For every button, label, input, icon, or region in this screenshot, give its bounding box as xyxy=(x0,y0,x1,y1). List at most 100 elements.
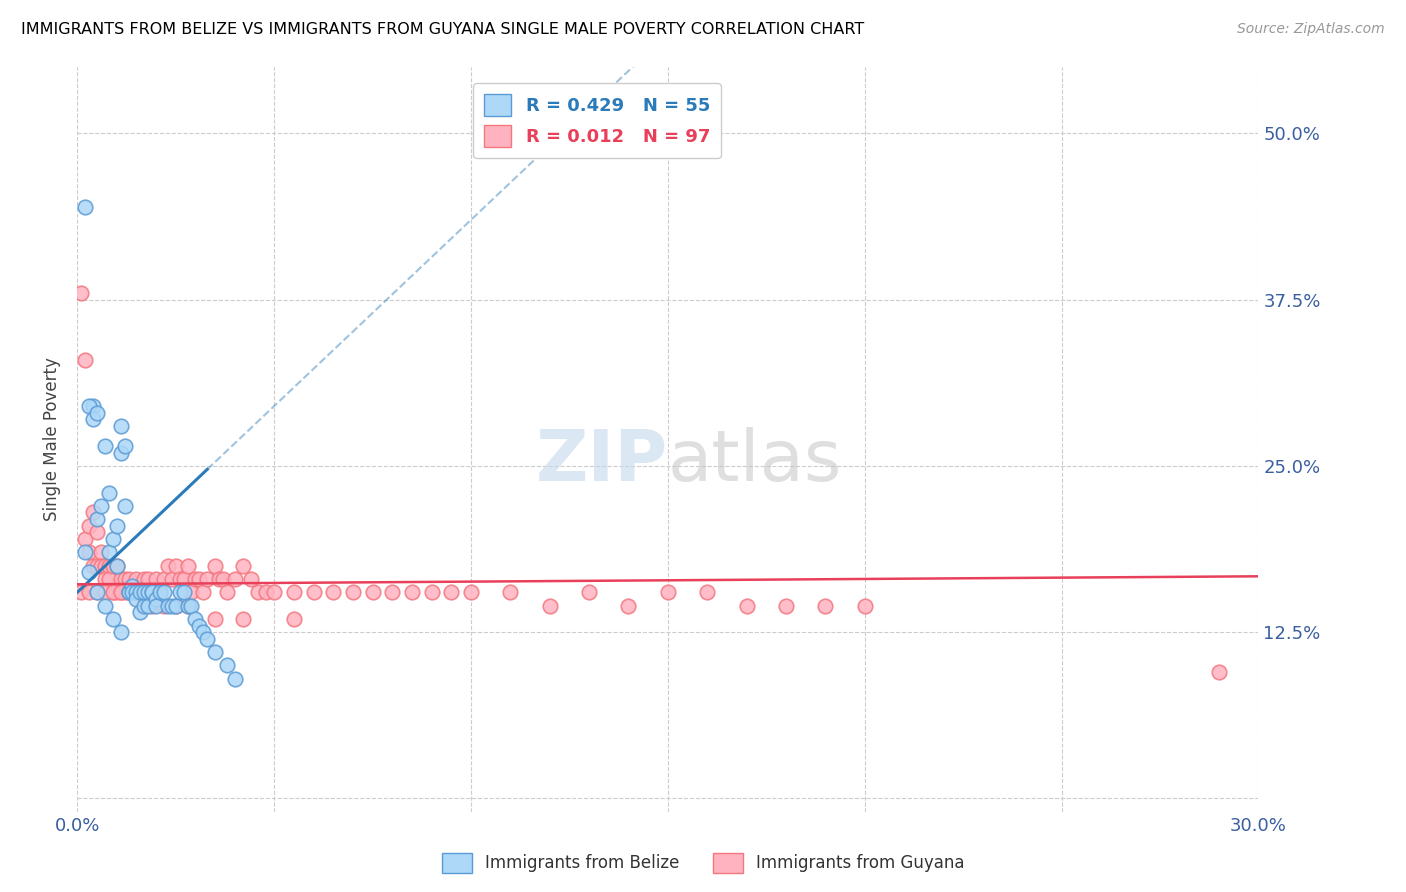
Point xyxy=(153,585,176,599)
Point xyxy=(141,599,163,613)
Point xyxy=(153,599,176,613)
Point xyxy=(460,585,482,599)
Y-axis label: Single Male Poverty: Single Male Poverty xyxy=(44,358,62,521)
Point xyxy=(105,518,128,533)
Point xyxy=(77,585,100,599)
Point xyxy=(204,558,226,573)
Point xyxy=(169,572,191,586)
Point xyxy=(94,585,117,599)
Point xyxy=(90,558,112,573)
Point xyxy=(82,399,104,413)
Point xyxy=(145,572,167,586)
Point xyxy=(125,585,148,599)
Point xyxy=(136,585,159,599)
Point xyxy=(77,399,100,413)
Point xyxy=(141,585,163,599)
Point xyxy=(215,585,238,599)
Point xyxy=(193,625,215,640)
Text: Source: ZipAtlas.com: Source: ZipAtlas.com xyxy=(1237,22,1385,37)
Point xyxy=(141,585,163,599)
Point xyxy=(247,585,270,599)
Point xyxy=(195,572,218,586)
Point xyxy=(735,599,758,613)
Point xyxy=(101,612,124,626)
Point xyxy=(77,518,100,533)
Point xyxy=(814,599,837,613)
Point xyxy=(97,558,120,573)
Point xyxy=(578,585,600,599)
Point xyxy=(239,572,262,586)
Point xyxy=(114,585,136,599)
Point xyxy=(361,585,384,599)
Point xyxy=(86,585,108,599)
Point xyxy=(145,585,167,599)
Legend: Immigrants from Belize, Immigrants from Guyana: Immigrants from Belize, Immigrants from … xyxy=(434,847,972,880)
Point xyxy=(129,585,152,599)
Point xyxy=(165,558,187,573)
Point xyxy=(224,572,246,586)
Point xyxy=(160,572,183,586)
Point xyxy=(381,585,404,599)
Point xyxy=(204,645,226,659)
Point xyxy=(101,585,124,599)
Point xyxy=(136,599,159,613)
Point xyxy=(129,585,152,599)
Point xyxy=(90,545,112,559)
Point xyxy=(401,585,423,599)
Point xyxy=(775,599,797,613)
Point xyxy=(121,585,143,599)
Point xyxy=(188,618,211,632)
Point xyxy=(263,585,285,599)
Point xyxy=(125,591,148,606)
Point xyxy=(153,572,176,586)
Point xyxy=(176,558,198,573)
Point xyxy=(114,499,136,513)
Point xyxy=(86,585,108,599)
Point xyxy=(141,585,163,599)
Point xyxy=(180,599,202,613)
Point xyxy=(184,572,207,586)
Point xyxy=(136,572,159,586)
Point xyxy=(302,585,325,599)
Point xyxy=(82,558,104,573)
Point xyxy=(440,585,463,599)
Point xyxy=(420,585,443,599)
Point xyxy=(254,585,277,599)
Point xyxy=(134,585,156,599)
Text: atlas: atlas xyxy=(668,427,842,496)
Point xyxy=(173,572,195,586)
Point xyxy=(208,572,231,586)
Point xyxy=(86,558,108,573)
Point xyxy=(657,585,679,599)
Point xyxy=(322,585,344,599)
Point xyxy=(110,585,132,599)
Point xyxy=(134,585,156,599)
Point xyxy=(101,585,124,599)
Point xyxy=(117,585,139,599)
Point xyxy=(145,599,167,613)
Point xyxy=(77,545,100,559)
Point xyxy=(105,558,128,573)
Point xyxy=(117,585,139,599)
Point xyxy=(232,558,254,573)
Point xyxy=(110,585,132,599)
Point xyxy=(188,572,211,586)
Point xyxy=(180,585,202,599)
Point xyxy=(184,612,207,626)
Point xyxy=(195,632,218,646)
Point xyxy=(117,585,139,599)
Point xyxy=(82,506,104,520)
Text: ZIP: ZIP xyxy=(536,427,668,496)
Point xyxy=(156,599,179,613)
Point xyxy=(77,566,100,580)
Point xyxy=(101,558,124,573)
Point xyxy=(169,585,191,599)
Point xyxy=(70,585,93,599)
Point xyxy=(215,658,238,673)
Point xyxy=(136,585,159,599)
Point xyxy=(94,572,117,586)
Point xyxy=(117,572,139,586)
Point xyxy=(538,599,561,613)
Point xyxy=(121,579,143,593)
Point xyxy=(94,439,117,453)
